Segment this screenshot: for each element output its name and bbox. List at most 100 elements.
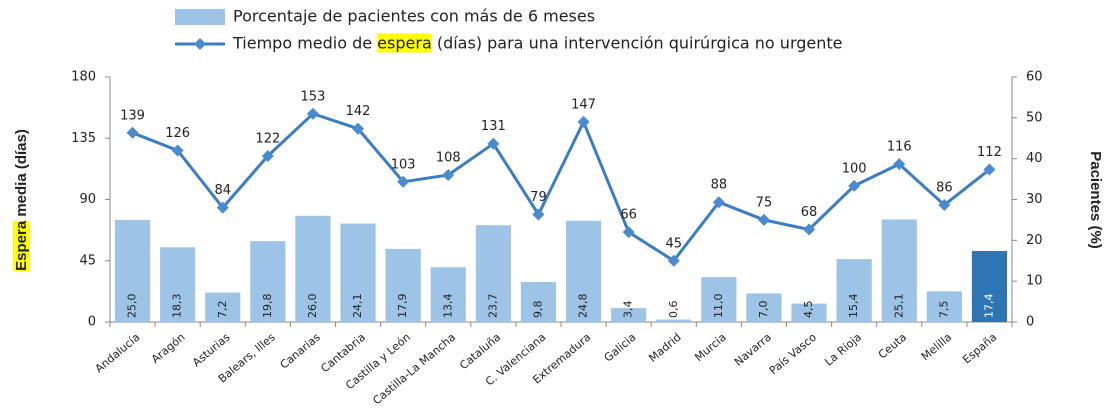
bar-value-label: 24,8 (577, 294, 590, 319)
bar-value-label: 15,4 (847, 294, 860, 319)
line-marker (126, 126, 139, 139)
line (132, 112, 991, 263)
bar-value-label: 25,0 (126, 294, 139, 319)
line-marker (667, 254, 680, 267)
bar-value-label: 17,9 (396, 294, 409, 319)
line-value-label: 116 (887, 140, 912, 155)
bar (475, 225, 511, 322)
bar (114, 219, 151, 322)
y2-tick-label: 40 (1026, 151, 1043, 166)
line-value-label: 112 (977, 145, 1002, 160)
bar (565, 220, 602, 322)
y-tick-label: 45 (79, 253, 96, 268)
legend-label: Tiempo medio de espera (días) para una i… (232, 34, 843, 53)
bar-value-label: 19,8 (261, 294, 274, 319)
line-marker (848, 179, 861, 192)
y2-tick-label: 20 (1026, 233, 1043, 248)
bar (295, 215, 331, 322)
bar-value-label: 9,8 (531, 301, 544, 319)
line-marker (712, 196, 725, 209)
x-tick-label: Melilla (919, 331, 954, 364)
bar-value-label: 23,7 (486, 294, 499, 319)
line-value-label: 131 (481, 119, 506, 134)
y2-tick-label: 50 (1026, 110, 1043, 125)
highlight (377, 33, 432, 53)
line-value-label: 147 (571, 97, 596, 112)
legend-marker (194, 38, 206, 50)
x-tick-label: España (960, 331, 999, 367)
bar-value-label: 25,1 (892, 294, 905, 319)
line-marker (306, 107, 319, 120)
line-value-label: 139 (120, 108, 145, 123)
line-value-label: 103 (391, 157, 416, 172)
line-value-label: 100 (842, 161, 867, 176)
line-marker (442, 169, 455, 181)
line-value-label: 79 (530, 190, 547, 205)
line-value-label: 84 (214, 183, 231, 198)
line-marker (893, 158, 906, 171)
x-tick-label: Ceuta (876, 331, 909, 362)
line-value-label: 142 (346, 104, 371, 119)
bar-value-label: 7,2 (216, 301, 229, 319)
bar (791, 303, 827, 322)
line-marker (352, 122, 365, 135)
line-value-label: 122 (255, 131, 280, 146)
bar-value-label: 3,4 (622, 301, 635, 319)
y2-tick-label: 10 (1026, 274, 1043, 289)
line-value-label: 45 (665, 236, 682, 251)
x-tick-label: Castilla-La Mancha (370, 331, 458, 408)
line-value-label: 126 (165, 126, 190, 141)
x-tick-label: La Rioja (822, 331, 864, 369)
y-tick-label: 0 (88, 315, 96, 330)
y-tick-label: 180 (71, 70, 96, 85)
line-value-label: 153 (301, 89, 326, 104)
bar (836, 259, 872, 322)
y-tick-label: 90 (79, 192, 96, 207)
y2-tick-label: 60 (1026, 70, 1043, 85)
line-marker (171, 144, 184, 157)
bar (520, 281, 557, 322)
bar (971, 250, 1008, 322)
bar-value-label: 11,0 (712, 294, 725, 319)
x-tick-label: Andalucía (93, 331, 143, 376)
y2-tick-label: 0 (1026, 315, 1034, 330)
x-tick-label: Canarias (278, 330, 323, 371)
bar-value-label: 0,6 (667, 301, 680, 319)
y2-tick-label: 30 (1026, 192, 1043, 207)
bar-value-label: 13,4 (441, 294, 454, 319)
bar-value-label: 24,1 (351, 294, 364, 319)
legend-label: Porcentaje de pacientes con más de 6 mes… (233, 7, 595, 26)
bar-value-label: 17,4 (982, 294, 995, 319)
x-tick-label: Madrid (646, 331, 683, 365)
line-value-label: 86 (936, 180, 953, 195)
line-marker (803, 223, 816, 236)
bar (385, 248, 421, 322)
y-axis-title: Espera media (días) (13, 129, 30, 271)
bar (746, 293, 782, 322)
x-tick-label: Murcia (692, 331, 728, 364)
bar (430, 267, 466, 322)
line-marker (261, 149, 274, 162)
highlight (12, 220, 30, 271)
line-marker (532, 208, 545, 221)
bar (160, 247, 196, 322)
x-tick-label: País Vasco (767, 330, 819, 377)
line-marker (938, 198, 951, 211)
line-value-label: 68 (801, 205, 818, 220)
bar (340, 223, 376, 322)
line-value-label: 66 (620, 208, 637, 223)
y-axis-title-group: Espera media (días) (12, 129, 30, 271)
bar (656, 319, 692, 322)
legend-swatch (175, 9, 225, 25)
bar-value-label: 7,0 (757, 301, 770, 319)
line-value-label: 88 (711, 178, 728, 193)
x-tick-label: Asturias (190, 330, 233, 369)
bar (701, 277, 737, 322)
bar-value-label: 18,3 (171, 294, 184, 319)
bar (881, 219, 917, 322)
y2-axis-title: Pacientes (%) (1087, 151, 1104, 249)
bar-value-label: 26,0 (306, 294, 319, 319)
bar-value-label: 4,5 (802, 301, 815, 319)
line-value-label: 108 (436, 151, 461, 166)
y-tick-label: 135 (71, 131, 96, 146)
